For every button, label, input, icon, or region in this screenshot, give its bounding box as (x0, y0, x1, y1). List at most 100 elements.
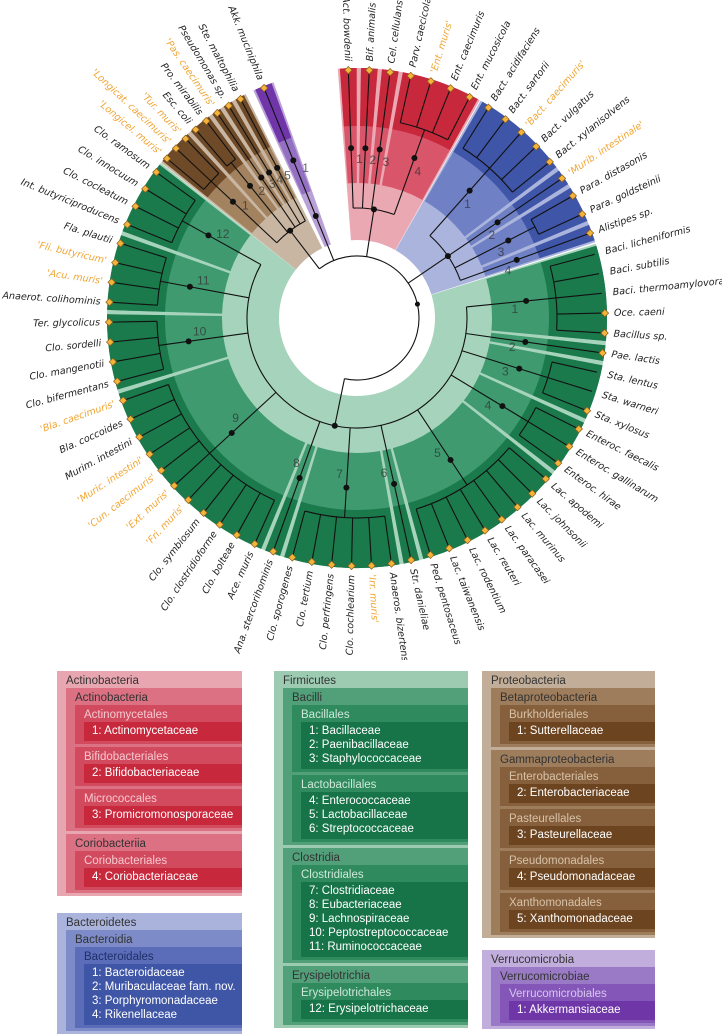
isolate-marker-icon (307, 557, 316, 567)
family-name: 8: Eubacteriaceae (309, 899, 402, 911)
legend-class: Coriobacteriia Coriobacteriales 4: Corioba… (66, 834, 242, 893)
taxon-label: 'Irr. muris' (366, 574, 380, 623)
family-name: 2: Muribaculaceae fam. nov. (92, 981, 236, 993)
isolate-marker-icon (131, 202, 140, 211)
leaf-branch (146, 189, 187, 215)
leaf-branch (555, 292, 602, 299)
leaf-branch (111, 301, 158, 306)
isolate-marker-icon (269, 547, 278, 556)
branch-node (348, 145, 355, 152)
family-number: 3 (502, 365, 509, 379)
leaf-branch (400, 513, 412, 559)
legend-phylum: Proteobacteria Betaproteobacteria Burkhold… (482, 671, 655, 938)
leaf-branch (151, 427, 191, 454)
family-branch (380, 425, 402, 514)
isolate-marker-icon (528, 489, 537, 498)
class-name: Actinobacteria (75, 692, 148, 704)
isolate-marker-icon (344, 65, 353, 75)
family-name: 3: Pasteurellaceae (517, 829, 613, 841)
leaf-branch (128, 224, 172, 244)
leaf-branch (113, 282, 160, 290)
isolate-marker-icon (598, 348, 607, 358)
family-band (284, 501, 400, 568)
leaf-branch (196, 130, 228, 167)
class-name: Coriobacteriia (75, 838, 146, 850)
family-branch (371, 119, 385, 210)
family-branch (281, 132, 317, 217)
leaf-branch (383, 74, 391, 120)
isolate-marker-icon (135, 432, 144, 442)
order-name: Bacteroidales (84, 951, 154, 963)
branch-node (205, 232, 212, 239)
leaf-branch (217, 114, 245, 154)
taxon-label: Act. bowdenii (340, 0, 353, 62)
family-branch (417, 409, 468, 486)
legend-families: 4: Pseudomonadaceae (509, 868, 655, 887)
family-band (535, 224, 595, 259)
family-branch (262, 141, 306, 222)
branch-node (513, 256, 520, 263)
leaf-branch (530, 196, 572, 220)
order-name: Micrococcales (84, 793, 157, 805)
isolate-marker-icon (600, 328, 609, 338)
order-name: Pseudomonadales (509, 855, 605, 867)
legend-families: 1: Bacteroidaceae 2: Muribaculaceae fam. … (84, 964, 242, 1025)
leaf-branch (111, 320, 158, 323)
legend-class: Clostridia Clostridiales 7: Clostridiaceae… (283, 848, 468, 963)
branch-node (266, 169, 273, 176)
family-number: 4 (415, 164, 422, 178)
family-branch (158, 332, 249, 346)
family-number: 10 (193, 324, 207, 338)
legend-order: Verrucomicrobiales 1: Akkermansiaceae (500, 984, 655, 1023)
isolate-marker-icon (365, 66, 374, 75)
taxon-label: Anaeros. bizertensis (387, 571, 412, 660)
leaf-branch (175, 452, 211, 485)
isolate-marker-icon (145, 449, 154, 459)
leaf-branch (311, 514, 322, 560)
isolate-marker-icon (202, 116, 211, 126)
isolate-marker-icon (184, 495, 193, 505)
family-band (509, 398, 584, 471)
family-number: 6 (381, 466, 388, 480)
leaf-branch (485, 470, 517, 506)
isolate-marker-icon (107, 278, 116, 287)
leaf-branch (162, 440, 200, 470)
isolate-marker-icon (557, 174, 567, 183)
leaf-branch (157, 172, 196, 201)
branch-node (229, 198, 236, 205)
legend-class: Bacilli Bacillales 1: Bacillaceae 2: Paenib… (283, 688, 468, 845)
family-band (408, 437, 553, 560)
leaf-branch (544, 233, 589, 251)
family-name: 4: Enterococcaceae (309, 795, 411, 807)
legend-families: 3: Pasteurellaceae (509, 826, 655, 845)
isolate-marker-icon (126, 414, 135, 424)
legend-class: Verrucomicrobiae Verrucomicrobiales 1: Akk… (491, 967, 655, 1026)
legend-phylum: Actinobacteria Actinobacteria Actinomyceta… (57, 671, 242, 896)
branch-node (444, 253, 451, 260)
family-name: 4: Pseudomonadaceae (517, 871, 636, 883)
legend-families: 1: Bacillaceae 2: Paenibacillaceae 3: Stap… (301, 722, 468, 769)
isolate-marker-icon (105, 297, 114, 307)
family-name: 12: Erysipelotrichaceae (309, 1003, 429, 1015)
taxon-label: Clo. tertium (295, 570, 316, 628)
legend-families: 4: Coriobacteriaceae (84, 868, 242, 887)
phylum-branch (289, 230, 320, 270)
isolate-marker-icon (426, 550, 435, 560)
family-branch (181, 220, 262, 266)
isolate-marker-icon (406, 555, 416, 565)
family-number: 11 (197, 274, 210, 288)
taxon-label: Pae. lactis (611, 349, 661, 367)
family-number: 4 (505, 264, 512, 278)
phylum-name: Verrucomicrobia (491, 954, 575, 966)
isolate-marker-icon (564, 442, 574, 451)
leaf-branch (512, 162, 549, 193)
family-band (190, 116, 244, 175)
family-branch (361, 118, 368, 209)
legend-order: Xanthomonadales 5: Xanthomonadaceae (500, 893, 655, 932)
leaf-branch (264, 89, 283, 133)
isolate-marker-icon (288, 553, 297, 562)
legend-families: 12: Erysipelotrichaceae (301, 1000, 468, 1019)
isolate-marker-icon (181, 134, 190, 143)
legend-phylum: Firmicutes Bacilli Bacillales 1: Bacillacea… (274, 671, 468, 1028)
isolate-marker-icon (224, 101, 233, 110)
